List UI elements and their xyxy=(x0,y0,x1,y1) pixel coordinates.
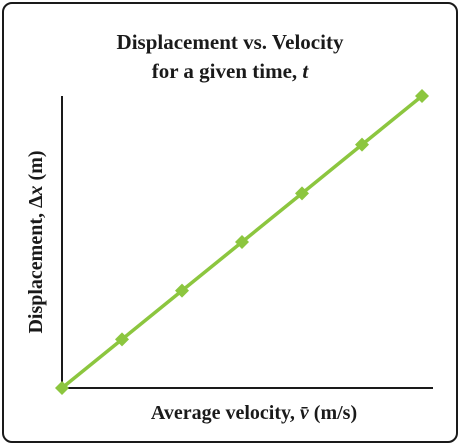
x-axis-label-unit: (m/s) xyxy=(309,402,357,424)
series-layer xyxy=(55,89,429,395)
y-axis-label-unit: (m) xyxy=(25,150,47,185)
data-point-marker xyxy=(415,89,429,103)
y-axis-label-prefix: Displacement, Δ xyxy=(25,195,47,334)
x-axis-label: Average velocity, v̄ (m/s) xyxy=(151,402,357,424)
data-point-marker xyxy=(295,186,309,201)
data-point-marker xyxy=(115,332,129,347)
y-axis-label-var: x xyxy=(25,185,47,196)
x-axis-label-prefix: Average velocity, xyxy=(151,402,300,424)
y-axis-label: Displacement, Δx (m) xyxy=(25,150,47,333)
data-point-marker xyxy=(355,137,369,152)
chart-frame xyxy=(2,2,458,443)
data-point-marker xyxy=(175,283,189,298)
data-point-marker xyxy=(235,235,249,249)
chart-title-line1: Displacement vs. Velocity xyxy=(117,30,344,54)
chart-title-time-var: t xyxy=(302,59,309,83)
chart-title-line2-prefix: for a given time, xyxy=(152,59,303,83)
chart-title-line2: for a given time, t xyxy=(152,59,310,83)
x-axis-label-var: v̄ xyxy=(300,402,310,424)
data-point-marker xyxy=(55,381,69,395)
